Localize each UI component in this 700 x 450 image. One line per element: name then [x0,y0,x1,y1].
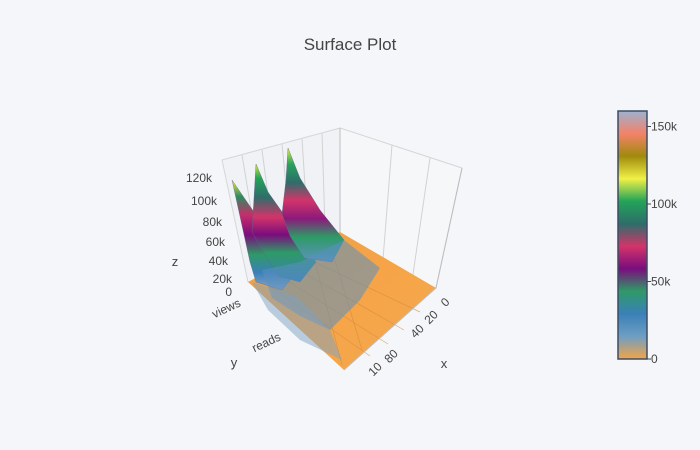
x-axis-label: x [441,356,448,371]
colorbar-tick-label: 100k [651,197,678,211]
colorbar: 0 50k 100k 150k [617,110,678,366]
colorbar-gradient [617,110,648,360]
z-tick-60k: 60k [206,235,226,249]
x-tick-10: 10 [365,359,385,379]
z-axis: 0 20k 40k 60k 80k 100k 120k z [172,171,233,299]
scene: 0 20k 40k 60k 80k 100k 120k z views read… [172,127,463,379]
colorbar-tick-label: 150k [651,120,678,134]
z-tick-80k: 80k [203,215,223,229]
x-tick-0: 0 [438,295,453,310]
y-tick-views: views [210,296,243,321]
z-tick-40k: 40k [209,254,229,268]
y-axis-label: y [231,355,238,370]
surface-slope-2 [252,282,342,360]
z-tick-100k: 100k [191,194,218,208]
x-tick-20: 20 [421,307,441,327]
colorbar-ticks: 0 50k 100k 150k [647,120,678,366]
y-tick-reads: reads [250,330,283,355]
z-tick-120k: 120k [186,171,213,185]
x-tick-80: 80 [381,346,401,366]
z-axis-label: z [172,254,179,269]
colorbar-tick-label: 0 [651,352,658,366]
chart-title: Surface Plot [304,35,397,54]
colorbar-tick-label: 50k [651,275,671,289]
z-tick-0: 0 [225,285,232,299]
x-tick-40: 40 [407,321,427,341]
z-tick-20k: 20k [213,272,233,286]
